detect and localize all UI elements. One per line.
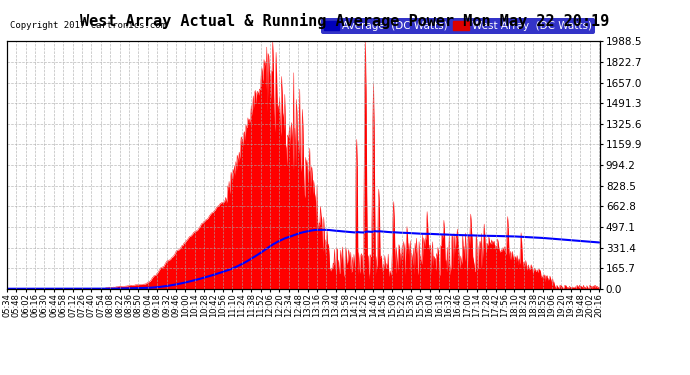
Text: West Array Actual & Running Average Power Mon May 22 20:19: West Array Actual & Running Average Powe… bbox=[80, 13, 610, 29]
Legend: Average  (DC Watts), West Array  (DC Watts): Average (DC Watts), West Array (DC Watts… bbox=[321, 18, 595, 34]
Text: Copyright 2017 Cartronics.com: Copyright 2017 Cartronics.com bbox=[10, 21, 166, 30]
